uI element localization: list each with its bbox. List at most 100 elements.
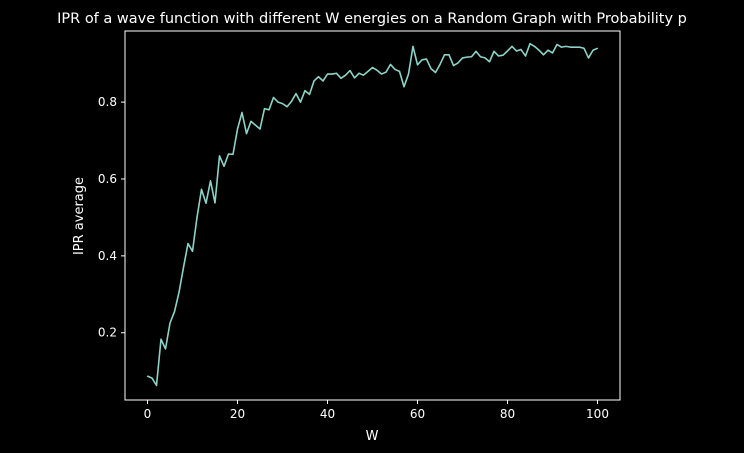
x-tick-label: 0 bbox=[144, 407, 152, 421]
data-point bbox=[430, 68, 432, 70]
data-point bbox=[263, 108, 266, 110]
data-point bbox=[470, 56, 473, 58]
data-point bbox=[317, 76, 320, 78]
data-point bbox=[169, 322, 171, 324]
data-point bbox=[416, 64, 419, 66]
plot-area bbox=[146, 42, 599, 387]
data-point bbox=[556, 43, 558, 46]
y-tick-label: 0.2 bbox=[98, 326, 117, 340]
axes-frame bbox=[124, 30, 621, 401]
x-tick-label: 80 bbox=[500, 407, 515, 421]
y-tick-label: 0.8 bbox=[98, 95, 117, 109]
x-tick-label: 40 bbox=[320, 407, 335, 421]
x-tick-label: 100 bbox=[586, 407, 609, 421]
data-point bbox=[461, 57, 464, 59]
data-point bbox=[214, 202, 216, 204]
data-point bbox=[389, 63, 392, 66]
data-point bbox=[479, 56, 482, 58]
data-point bbox=[371, 66, 374, 69]
data-point bbox=[439, 63, 441, 66]
data-point bbox=[520, 48, 522, 51]
data-point bbox=[569, 46, 572, 48]
data-point bbox=[457, 62, 459, 64]
data-point bbox=[425, 58, 428, 60]
data-point bbox=[344, 74, 347, 76]
data-point bbox=[178, 291, 180, 293]
data-point bbox=[524, 55, 527, 57]
data-point bbox=[493, 50, 495, 52]
data-point bbox=[529, 43, 531, 45]
data-point bbox=[434, 71, 437, 74]
chart-title: IPR of a wave function with different W … bbox=[57, 11, 687, 27]
data-point bbox=[412, 45, 414, 47]
data-point bbox=[245, 133, 248, 135]
data-point bbox=[385, 71, 387, 73]
data-point bbox=[187, 242, 189, 245]
data-point bbox=[497, 55, 500, 57]
data-point bbox=[173, 310, 176, 313]
data-point bbox=[151, 377, 153, 379]
data-point bbox=[475, 50, 477, 52]
data-point bbox=[506, 50, 509, 52]
data-point bbox=[182, 266, 185, 268]
data-point bbox=[448, 54, 450, 56]
data-point bbox=[160, 338, 162, 340]
data-point bbox=[209, 180, 212, 182]
data-point bbox=[358, 72, 360, 74]
data-point bbox=[538, 49, 540, 51]
data-point bbox=[227, 153, 230, 155]
data-point bbox=[551, 52, 554, 54]
data-point bbox=[268, 109, 270, 111]
data-point bbox=[484, 57, 486, 59]
data-point bbox=[277, 101, 279, 103]
data-point bbox=[196, 216, 198, 219]
data-point bbox=[452, 64, 455, 67]
data-point bbox=[515, 50, 518, 52]
data-point bbox=[466, 56, 468, 58]
data-point bbox=[254, 124, 257, 126]
data-point bbox=[511, 45, 513, 47]
x-axis-label: W bbox=[366, 429, 379, 444]
data-point bbox=[200, 188, 203, 190]
data-point bbox=[335, 72, 338, 74]
y-tick-label: 0.6 bbox=[98, 172, 117, 186]
data-point bbox=[349, 69, 351, 72]
data-point bbox=[236, 128, 239, 130]
data-point bbox=[560, 46, 563, 48]
data-point bbox=[205, 202, 207, 204]
x-tick-label: 60 bbox=[410, 407, 425, 421]
data-point bbox=[223, 165, 225, 167]
data-point bbox=[259, 128, 261, 130]
data-point bbox=[596, 47, 599, 49]
axis-ticks: 0 20 40 60 80 100 0.2 0.4 0.6 0.8 bbox=[98, 95, 609, 421]
data-point bbox=[313, 80, 315, 82]
y-tick-label: 0.4 bbox=[98, 249, 117, 263]
data-point bbox=[146, 375, 149, 377]
data-point bbox=[326, 73, 329, 75]
data-point bbox=[592, 49, 594, 51]
data-point bbox=[308, 93, 311, 96]
data-point bbox=[565, 45, 567, 47]
data-point bbox=[290, 100, 293, 102]
data-point bbox=[398, 70, 401, 72]
data-point bbox=[502, 54, 504, 56]
data-point bbox=[304, 89, 306, 92]
data-point bbox=[286, 106, 288, 108]
data-point bbox=[578, 46, 581, 48]
data-point bbox=[340, 77, 342, 79]
y-axis-label: IPR average bbox=[72, 177, 87, 255]
data-point bbox=[250, 120, 252, 122]
data-point bbox=[295, 93, 297, 95]
data-point bbox=[533, 45, 536, 47]
data-point bbox=[232, 153, 234, 155]
data-point bbox=[443, 54, 446, 56]
data-point bbox=[574, 46, 576, 48]
data-point bbox=[281, 103, 284, 105]
data-point bbox=[403, 86, 405, 88]
data-point bbox=[155, 384, 158, 386]
data-point bbox=[362, 74, 365, 76]
data-point bbox=[331, 73, 333, 75]
data-point bbox=[272, 96, 275, 99]
data-point bbox=[367, 70, 369, 72]
